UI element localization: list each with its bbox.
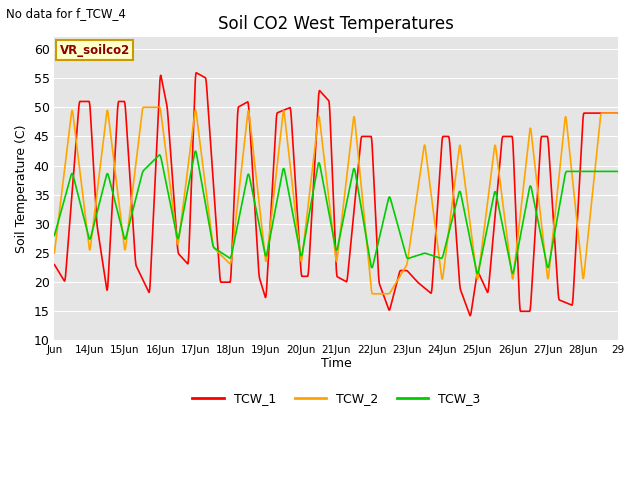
TCW_2 bbox=[267, 218, 275, 224]
TCW_1 bbox=[291, 179, 299, 184]
TCW_3 bbox=[474, 271, 481, 276]
TCW_2 bbox=[148, 105, 156, 110]
X-axis label: Time: Time bbox=[321, 357, 352, 370]
TCW_2 bbox=[614, 110, 622, 116]
TCW_2 bbox=[140, 105, 147, 110]
TCW_1 bbox=[115, 98, 123, 104]
TCW_1 bbox=[267, 211, 275, 216]
TCW_1 bbox=[543, 133, 551, 139]
Legend: TCW_1, TCW_2, TCW_3: TCW_1, TCW_2, TCW_3 bbox=[188, 387, 485, 410]
TCW_2 bbox=[115, 198, 123, 204]
TCW_1 bbox=[604, 110, 611, 116]
TCW_2 bbox=[604, 110, 611, 116]
TCW_1 bbox=[467, 313, 474, 319]
TCW_3 bbox=[614, 168, 622, 174]
TCW_3 bbox=[604, 168, 611, 174]
Line: TCW_2: TCW_2 bbox=[54, 108, 618, 294]
TCW_3 bbox=[267, 230, 275, 236]
Y-axis label: Soil Temperature (C): Soil Temperature (C) bbox=[15, 125, 28, 253]
TCW_2 bbox=[369, 291, 376, 297]
Text: VR_soilco2: VR_soilco2 bbox=[60, 44, 130, 57]
TCW_1 bbox=[193, 70, 200, 75]
Text: No data for f_TCW_4: No data for f_TCW_4 bbox=[6, 7, 126, 20]
TCW_1 bbox=[614, 110, 622, 116]
TCW_1 bbox=[51, 262, 58, 267]
TCW_3 bbox=[543, 263, 551, 268]
Line: TCW_3: TCW_3 bbox=[54, 151, 618, 274]
TCW_3 bbox=[148, 159, 156, 165]
TCW_2 bbox=[51, 250, 58, 256]
TCW_2 bbox=[543, 270, 551, 276]
TCW_3 bbox=[115, 214, 123, 219]
Line: TCW_1: TCW_1 bbox=[54, 72, 618, 316]
TCW_2 bbox=[291, 209, 299, 215]
TCW_3 bbox=[291, 225, 299, 230]
TCW_1 bbox=[148, 238, 156, 244]
TCW_3 bbox=[51, 233, 58, 239]
Title: Soil CO2 West Temperatures: Soil CO2 West Temperatures bbox=[218, 15, 454, 33]
TCW_3 bbox=[191, 148, 199, 154]
